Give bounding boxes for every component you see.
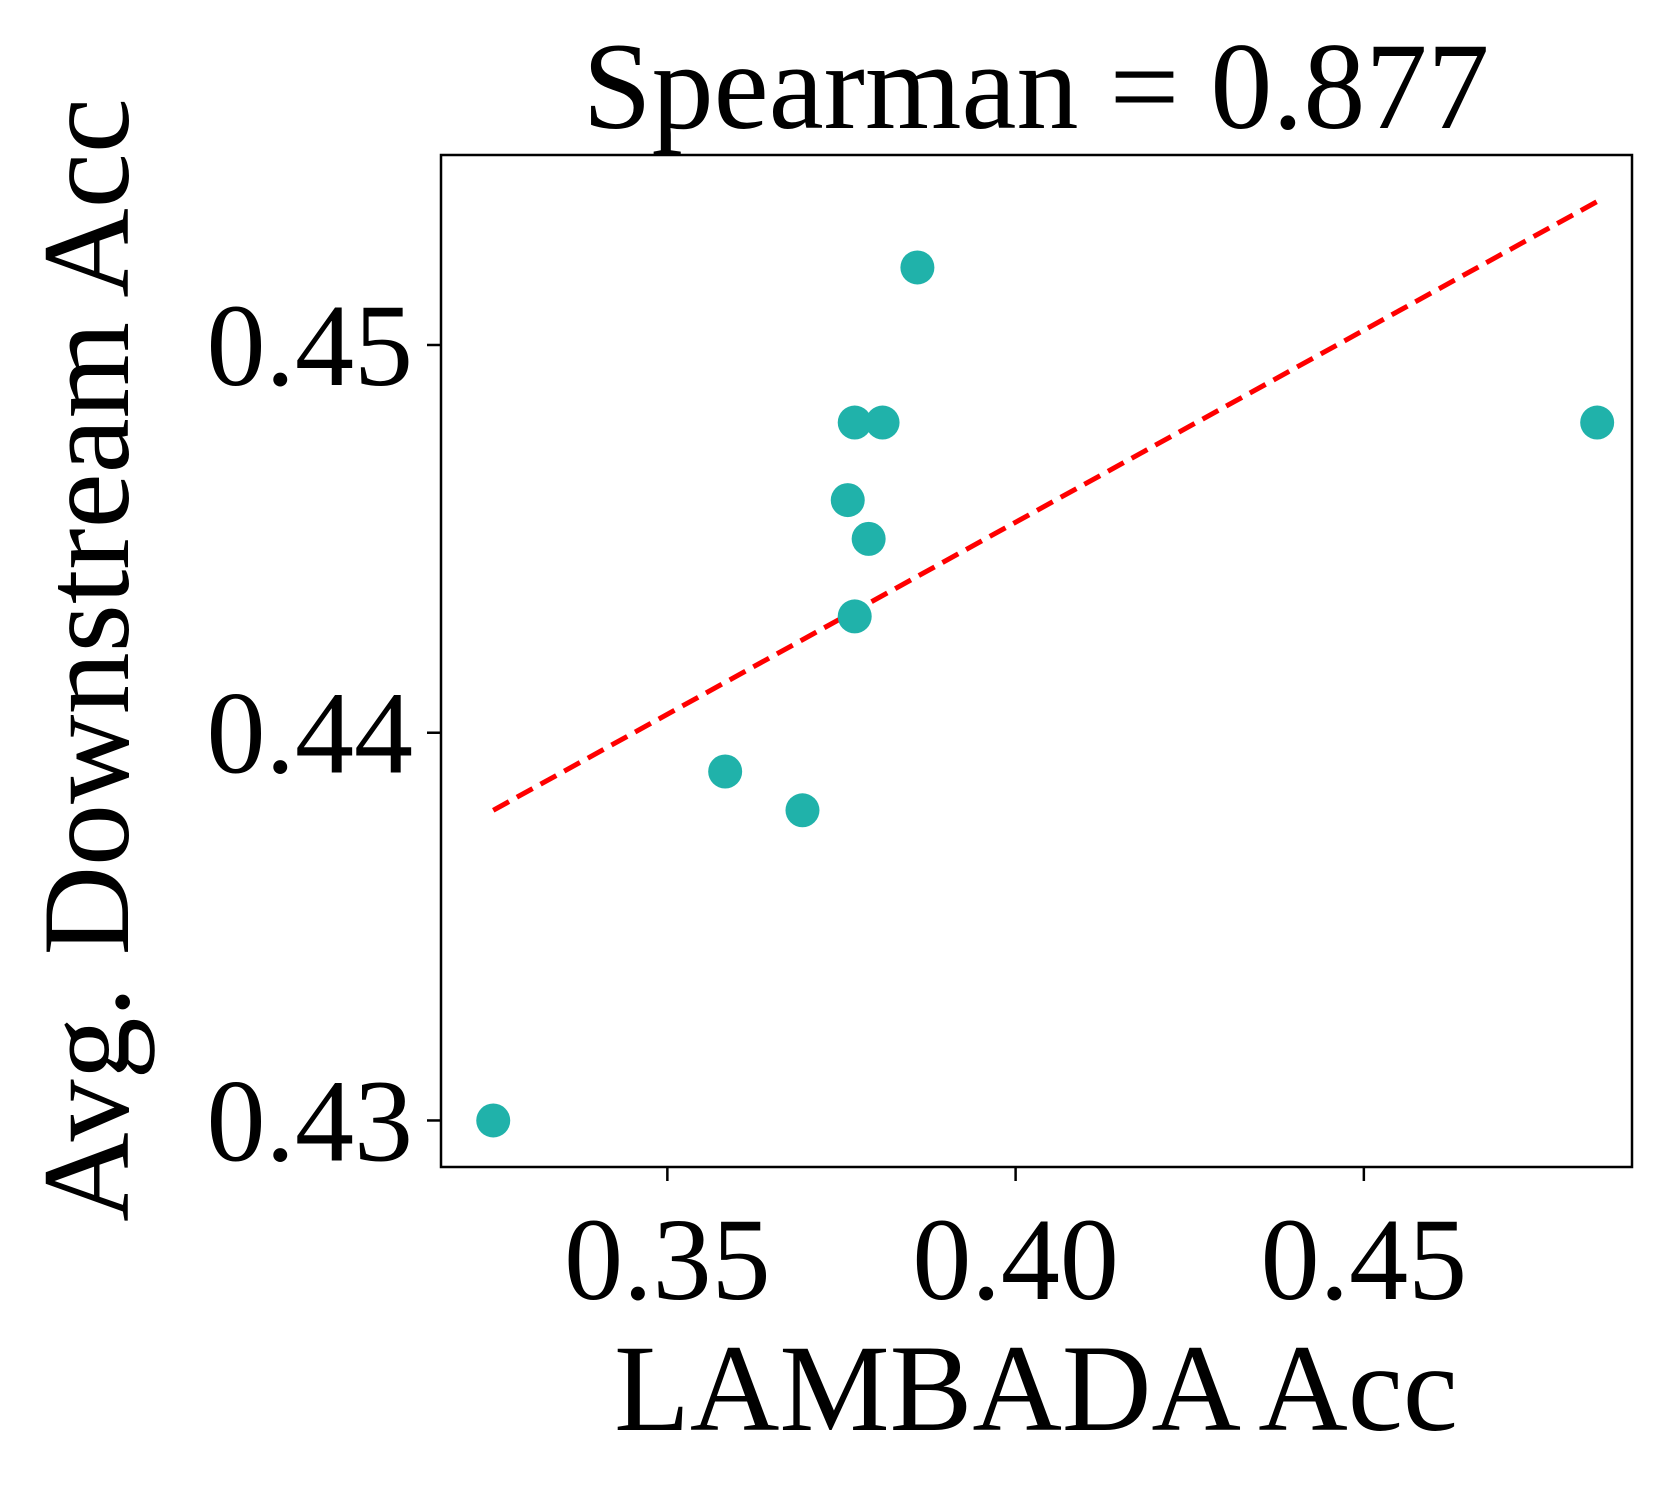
data-point <box>837 599 872 634</box>
plot-frame <box>439 153 1634 1169</box>
data-point <box>900 250 935 285</box>
x-tick-label: 0.45 <box>1261 1194 1468 1325</box>
data-point <box>476 1103 511 1138</box>
data-point <box>837 405 872 440</box>
y-axis-label: Avg. Downstream Acc <box>18 98 155 1222</box>
data-point <box>708 754 743 789</box>
y-tick-label: 0.43 <box>207 1055 414 1186</box>
fit-line-layer <box>492 199 1599 813</box>
data-point <box>830 483 865 518</box>
x-axis-label: LAMBADA Acc <box>614 1320 1458 1457</box>
x-axis-ticks: 0.35 0.40 0.45 <box>564 1167 1467 1325</box>
regression-fit-line <box>492 199 1599 813</box>
y-axis-ticks: 0.43 0.44 0.45 <box>207 280 441 1186</box>
data-point <box>1580 405 1615 440</box>
data-point <box>785 793 820 828</box>
x-tick-label: 0.35 <box>564 1194 771 1325</box>
data-point <box>851 521 886 556</box>
chart-title: Spearman = 0.877 <box>583 18 1490 155</box>
data-points-layer <box>476 250 1615 1138</box>
x-tick-label: 0.40 <box>912 1194 1119 1325</box>
data-point <box>865 405 900 440</box>
y-tick-label: 0.44 <box>207 668 414 799</box>
y-tick-label: 0.45 <box>207 280 414 411</box>
